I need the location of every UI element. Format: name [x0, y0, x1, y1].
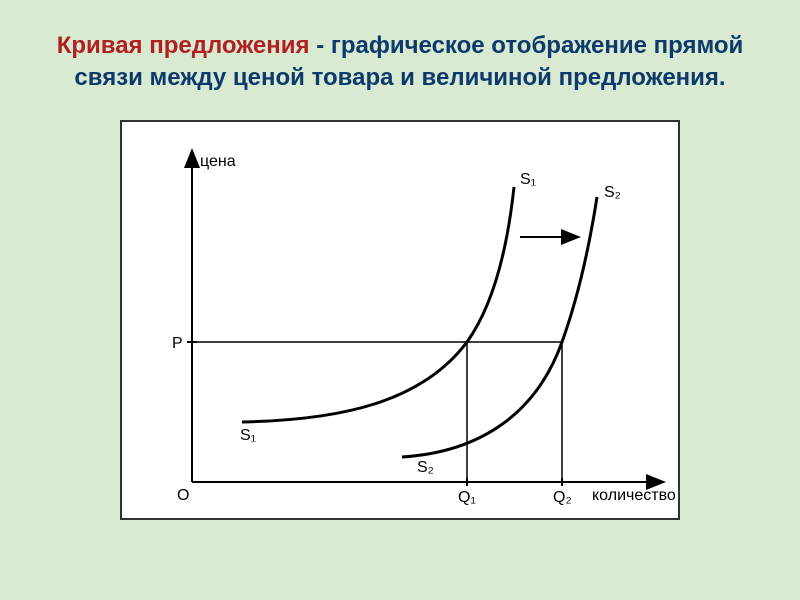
- s2-label-end: S₂: [604, 184, 621, 201]
- q2-label: Q₂: [553, 489, 572, 506]
- supply-curve-chart: цена количество O P Q₁ Q₂ S₁ S₁ S₂: [122, 122, 682, 522]
- slide-title: Кривая предложения - графическое отображ…: [50, 30, 750, 95]
- y-axis-label: цена: [200, 153, 236, 170]
- q1-label: Q₁: [458, 489, 476, 506]
- x-axis-label: количество: [592, 487, 676, 504]
- s1-label-end: S₁: [520, 171, 536, 188]
- slide: Кривая предложения - графическое отображ…: [0, 0, 800, 600]
- s2-label-start: S₂: [417, 459, 434, 476]
- title-term: Кривая предложения: [57, 32, 310, 59]
- s1-label-start: S₁: [240, 427, 256, 444]
- chart-frame: цена количество O P Q₁ Q₂ S₁ S₁ S₂: [120, 120, 680, 520]
- origin-label: O: [177, 487, 189, 504]
- price-label: P: [172, 335, 183, 352]
- s1-curve: [242, 187, 514, 422]
